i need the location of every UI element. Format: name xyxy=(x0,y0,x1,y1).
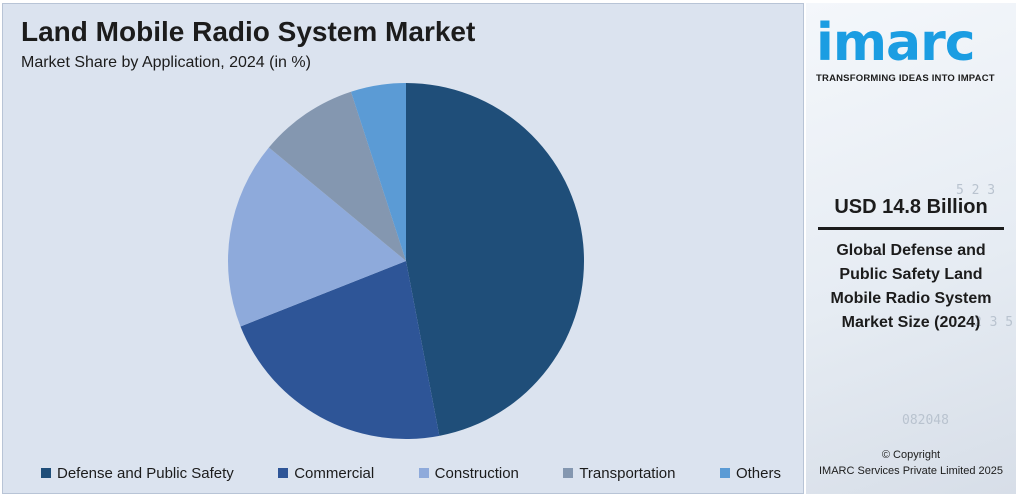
pie-slice-construction xyxy=(227,147,406,327)
decorative-digits: 2 3 5 xyxy=(974,315,1014,330)
divider xyxy=(818,227,1004,230)
legend-item-transportation: Transportation xyxy=(563,464,676,482)
pie-slice-commercial xyxy=(240,261,440,440)
legend-item-others: Others xyxy=(719,464,781,482)
market-size-description: Global Defense and Public Safety Land Mo… xyxy=(830,242,992,331)
legend-label-defense: Defense and Public Safety xyxy=(57,464,234,482)
legend-swatch-commercial xyxy=(278,468,289,478)
imarc-logo: imarc TRANSFORMING IDEAS INTO IMPACT xyxy=(816,11,1010,84)
legend-swatch-construction xyxy=(418,468,429,478)
copyright-line-2: IMARC Services Private Limited 2025 xyxy=(818,465,1003,477)
legend-swatch-defense xyxy=(41,468,51,478)
copyright-line-1: © Copyright xyxy=(881,449,941,461)
decorative-digits: 082048 xyxy=(902,413,949,428)
market-size-value: USD 14.8 Billion xyxy=(834,196,988,218)
chart-title: Land Mobile Radio System Market xyxy=(21,16,476,47)
legend-label-others: Others xyxy=(735,464,781,482)
legend-swatch-others xyxy=(719,468,730,478)
legend-swatch-transportation xyxy=(563,468,574,478)
legend-label-construction: Construction xyxy=(434,464,519,482)
legend-item-commercial: Commercial xyxy=(278,465,374,482)
decorative-digits: 5 2 3 xyxy=(956,183,996,198)
legend: Defense and Public Safety Commercial Con… xyxy=(41,463,781,483)
pie-slice-defense-and-public-safety xyxy=(406,83,585,436)
legend-item-construction: Construction xyxy=(418,464,519,482)
copyright: © Copyright IMARC Services Private Limit… xyxy=(806,447,1016,479)
logo-tagline: TRANSFORMING IDEAS INTO IMPACT xyxy=(816,73,995,84)
legend-item-defense: Defense and Public Safety xyxy=(41,465,234,482)
legend-label-commercial: Commercial xyxy=(294,464,375,482)
legend-label-transportation: Transportation xyxy=(579,464,676,482)
pie-slice-transportation xyxy=(268,91,406,262)
pie-slice-others xyxy=(350,83,406,261)
pie-chart xyxy=(227,83,585,440)
chart-subtitle: Market Share by Application, 2024 (in %) xyxy=(21,54,311,71)
side-panel: 5 2 3 2 3 5 082048 imarc TRANSFORMING ID… xyxy=(806,3,1016,494)
chart-panel: Land Mobile Radio System Market Market S… xyxy=(2,3,804,494)
logo-wordmark: imarc xyxy=(816,13,976,73)
